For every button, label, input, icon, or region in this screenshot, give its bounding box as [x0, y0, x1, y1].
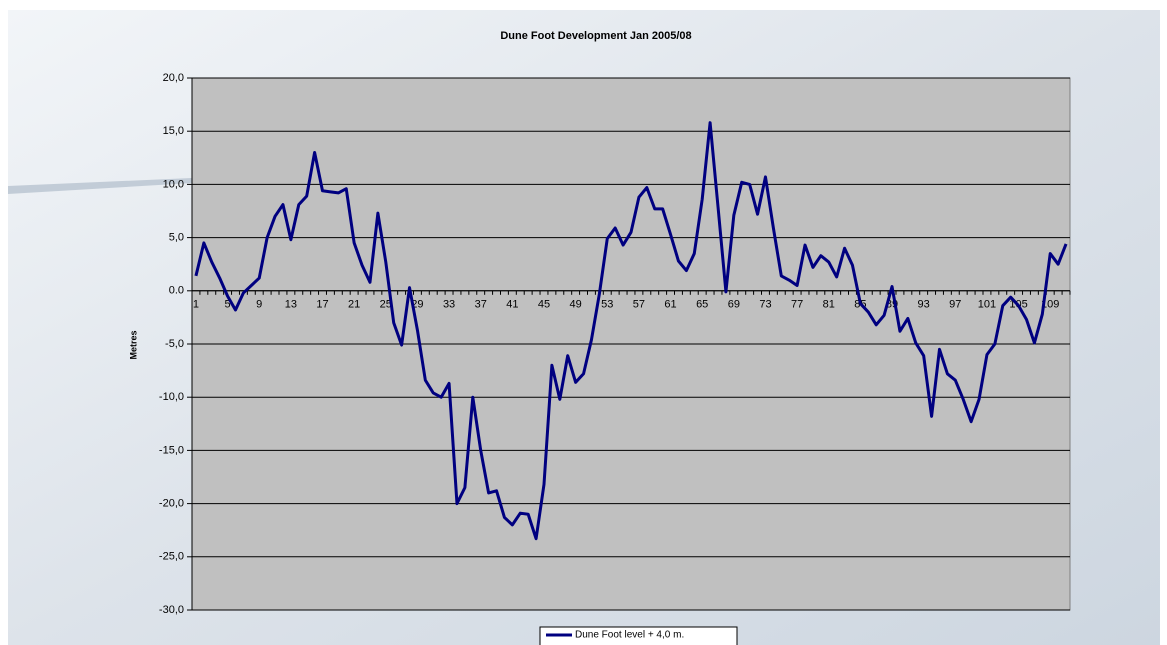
x-tick-label: 5 [225, 299, 231, 311]
x-tick-label: 37 [475, 299, 487, 311]
x-tick-label: 81 [823, 299, 835, 311]
x-tick-label: 25 [380, 299, 392, 311]
y-tick-label: -20,0 [159, 498, 184, 510]
x-tick-label: 61 [664, 299, 676, 311]
x-tick-label: 69 [728, 299, 740, 311]
x-tick-label: 41 [506, 299, 518, 311]
x-tick-label: 9 [256, 299, 262, 311]
legend-label: Dune Foot level + 4,0 m. [575, 630, 684, 641]
x-tick-label: 101 [978, 299, 996, 311]
x-tick-label: 49 [570, 299, 582, 311]
x-tick-label: 17 [316, 299, 328, 311]
x-tick-label: 45 [538, 299, 550, 311]
x-tick-label: 97 [949, 299, 961, 311]
y-tick-label: 0.0 [169, 285, 184, 297]
legend-box [539, 626, 738, 645]
y-tick-label: -10,0 [159, 391, 184, 403]
x-tick-label: 73 [759, 299, 771, 311]
y-tick-label: 20,0 [163, 72, 184, 84]
y-tick-label: -5,0 [165, 338, 184, 350]
y-tick-label: 5,0 [169, 232, 184, 244]
decoration [8, 178, 192, 194]
y-tick-label: -15,0 [159, 444, 184, 456]
x-tick-label: 65 [696, 299, 708, 311]
x-tick-label: 21 [348, 299, 360, 311]
chart-title: Dune Foot Development Jan 2005/08 [500, 30, 691, 42]
x-tick-label: 1 [193, 299, 199, 311]
x-tick-label: 93 [918, 299, 930, 311]
x-tick-label: 33 [443, 299, 455, 311]
x-tick-label: 77 [791, 299, 803, 311]
series-line [194, 121, 1068, 541]
x-tick-label: 13 [285, 299, 297, 311]
x-tick-label: 57 [633, 299, 645, 311]
y-tick-label: -30,0 [159, 604, 184, 616]
y-tick-label: 10,0 [163, 178, 184, 190]
x-tick-label: 109 [1041, 299, 1059, 311]
y-tick-label: -25,0 [159, 551, 184, 563]
x-tick-label: 53 [601, 299, 613, 311]
y-tick-label: 15,0 [163, 125, 184, 137]
y-axis-label: Metres [128, 330, 138, 359]
